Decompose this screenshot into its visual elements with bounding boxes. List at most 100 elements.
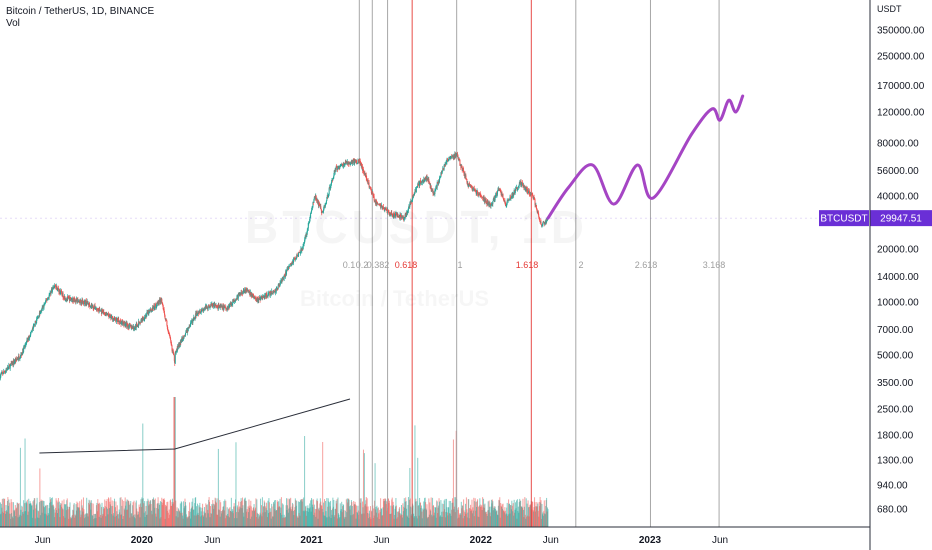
candle-body <box>89 304 91 307</box>
candle-body <box>75 299 77 302</box>
candle-body <box>111 315 113 317</box>
candle-body <box>413 193 415 196</box>
candle-body <box>47 297 49 300</box>
volume-bar <box>133 500 135 527</box>
candle-body <box>286 268 288 271</box>
candle-body <box>158 300 160 305</box>
candle-body <box>146 315 148 317</box>
volume-bar <box>440 500 442 527</box>
volume-bar <box>246 509 248 527</box>
trend-line[interactable] <box>39 398 351 454</box>
volume-indicator-label[interactable]: Vol <box>6 18 20 29</box>
last-price-tag[interactable] <box>870 210 932 227</box>
candle-body <box>79 300 81 304</box>
candle-body <box>289 263 291 267</box>
candle-body <box>277 285 279 290</box>
candle-body <box>83 303 85 305</box>
candle-body <box>30 332 32 337</box>
candle-body <box>6 367 8 371</box>
volume-bar <box>506 502 508 527</box>
candle-body <box>447 160 449 162</box>
candle-body <box>342 164 344 167</box>
candle-body <box>164 315 166 319</box>
candle-body <box>101 309 103 314</box>
candle-body <box>318 203 320 206</box>
candle-body <box>5 371 7 373</box>
volume-bar <box>393 505 395 527</box>
candle-body <box>321 210 323 213</box>
candle-body <box>373 196 375 201</box>
candle-body <box>247 289 249 292</box>
candle-body <box>368 182 370 187</box>
candle-body <box>219 307 221 308</box>
candle-body <box>49 293 51 295</box>
candle-body <box>303 243 305 245</box>
candle-body <box>94 305 96 310</box>
candle-body <box>153 305 155 309</box>
candle-body <box>155 306 157 308</box>
symbol-price-tag[interactable] <box>819 210 869 227</box>
candle-body <box>209 306 211 309</box>
candle-body <box>492 201 494 205</box>
candle-body <box>312 202 314 207</box>
candle-body <box>268 292 270 294</box>
volume-bar <box>363 453 365 527</box>
volume-bar <box>525 498 527 527</box>
volume-bar <box>468 499 470 527</box>
candle-body <box>61 291 63 294</box>
candle-body <box>339 165 341 167</box>
candle-body <box>443 165 445 170</box>
candle-body <box>330 185 332 189</box>
candle-body <box>439 177 441 182</box>
candle-body <box>30 332 32 333</box>
candle-body <box>481 196 483 198</box>
candle-body <box>150 308 152 311</box>
candle-body <box>82 300 84 304</box>
candle-body <box>185 330 187 334</box>
candle-body <box>415 188 417 193</box>
candle-body <box>438 180 440 184</box>
projection-path[interactable] <box>546 94 745 220</box>
time-tick-label: 2021 <box>300 535 323 546</box>
candle-body <box>73 297 75 303</box>
candle-body <box>516 189 518 191</box>
candle-body <box>370 188 372 193</box>
volume-bar <box>92 503 94 527</box>
candle-body <box>25 341 27 345</box>
candle-body <box>166 321 168 326</box>
candle-body <box>17 359 19 360</box>
volume-bar <box>317 501 319 527</box>
candle-body <box>305 234 307 238</box>
candle-body <box>80 301 82 304</box>
candle-body <box>304 236 306 240</box>
volume-bar <box>115 501 117 527</box>
candle-body <box>350 162 352 164</box>
candle-body <box>540 221 542 225</box>
candle-body <box>445 161 447 163</box>
candle-body <box>306 228 308 233</box>
candle-body <box>535 204 537 210</box>
candle-body <box>407 208 409 211</box>
candle-body <box>200 312 202 314</box>
candle-body <box>326 197 328 201</box>
name-watermark: Bitcoin / TetherUS <box>300 286 489 312</box>
volume-bar <box>462 505 464 527</box>
candle-body <box>235 299 237 300</box>
volume-bar <box>355 504 357 527</box>
symbol-title[interactable]: Bitcoin / TetherUS, 1D, BINANCE <box>6 6 155 17</box>
candle-body <box>299 251 301 254</box>
volume-bar <box>417 457 419 527</box>
candle-body <box>490 204 492 206</box>
candle-body <box>182 337 184 340</box>
candle-body <box>173 355 175 361</box>
volume-bar <box>17 503 19 527</box>
candle-body <box>45 299 47 301</box>
candle-body <box>292 259 294 264</box>
volume-bar <box>367 506 369 527</box>
candle-body <box>252 294 254 298</box>
candle-body <box>120 322 122 325</box>
candle-body <box>80 300 82 302</box>
volume-bar <box>395 505 397 527</box>
symbol-watermark: BTCUSDT, 1D <box>245 200 588 254</box>
